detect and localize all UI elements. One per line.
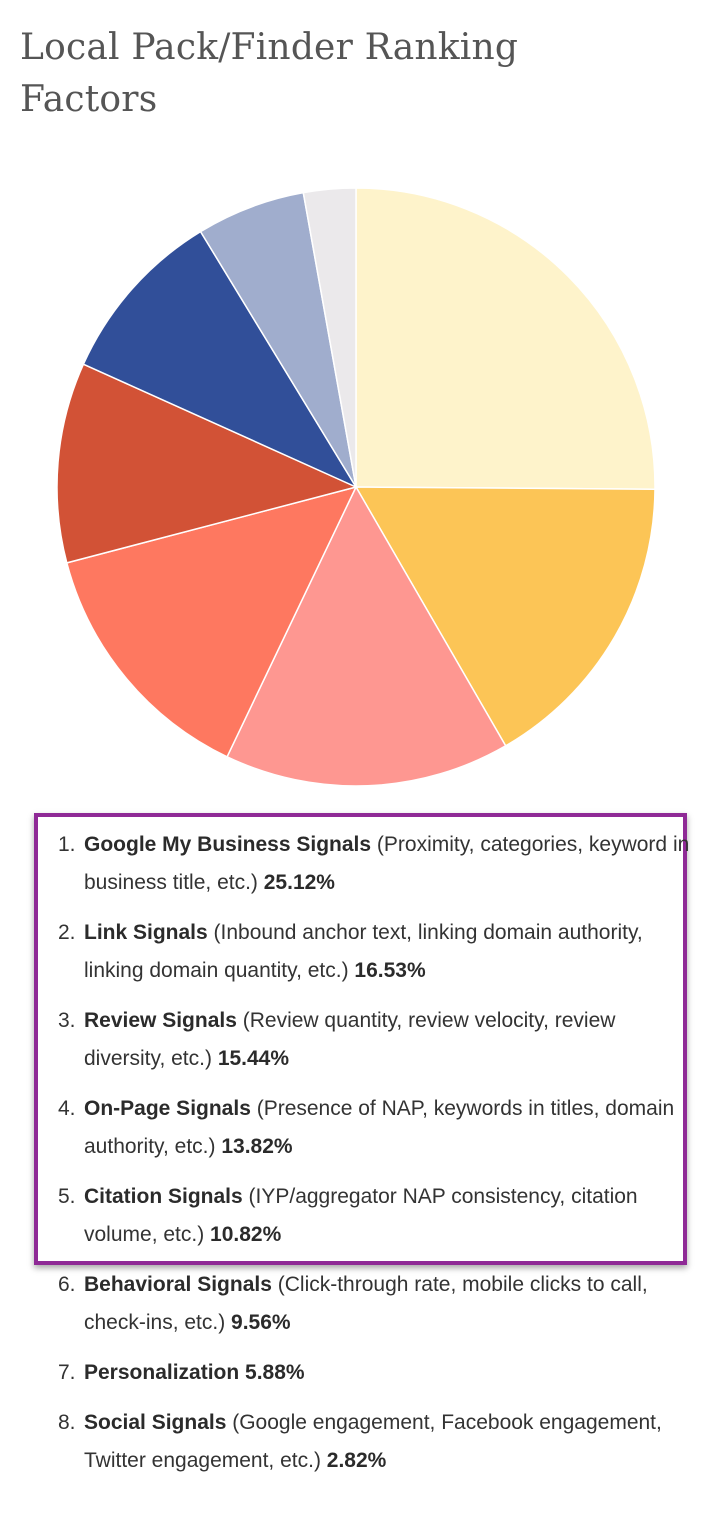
highlight-box: [34, 813, 687, 1265]
factor-description: (Inbound anchor text, linking domain aut…: [84, 921, 643, 982]
page-title: Local Pack/Finder Ranking Factors: [20, 27, 519, 120]
factor-percent: 2.82%: [326, 1449, 387, 1472]
factor-percent: 5.88%: [245, 1361, 305, 1384]
factor-description: (Google engagement, Facebook engagement,…: [84, 1411, 662, 1472]
factor-name: Citation Signals: [84, 1185, 243, 1208]
factor-number: 3.: [58, 1009, 76, 1032]
factor-description: (Proximity, categories, keyword in busin…: [84, 833, 690, 894]
factor-name: Social Signals: [84, 1411, 227, 1434]
pie-slice-1: [355, 187, 656, 491]
factor-name: Review Signals: [84, 1009, 237, 1032]
factor-name: Link Signals: [84, 921, 208, 944]
pie-slice-2: [355, 486, 656, 747]
pie-slice-6: [82, 230, 357, 488]
factor-name: On-Page Signals: [84, 1097, 251, 1120]
factor-item-6: 6. Behavioral Signals (Click-through rate…: [58, 1266, 698, 1342]
factor-name: Behavioral Signals: [84, 1273, 272, 1296]
factor-number: 2.: [58, 921, 76, 944]
factor-item-1: 1. Google My Business Signals (Proximity,…: [58, 826, 698, 902]
factor-item-4: 4. On-Page Signals (Presence of NAP, keyw…: [58, 1090, 698, 1166]
factor-number: 8.: [58, 1411, 76, 1434]
factor-percent: 25.12%: [263, 871, 335, 894]
factor-description: (Review quantity, review velocity, revie…: [84, 1009, 616, 1070]
factor-number: 6.: [58, 1273, 76, 1296]
pie-slice-8: [302, 187, 357, 488]
pie-slice-5: [56, 363, 357, 564]
factor-list: 1. Google My Business Signals (Proximity,…: [58, 826, 698, 1492]
factor-item-7: 7. Personalization 5.88%: [58, 1354, 698, 1392]
factor-percent: 15.44%: [217, 1047, 290, 1070]
factor-number: 7.: [58, 1361, 76, 1384]
factor-item-5: 5. Citation Signals (IYP/aggregator NAP c…: [58, 1178, 698, 1254]
factor-item-2: 2. Link Signals (Inbound anchor text, lin…: [58, 914, 698, 990]
pie-slice-3: [226, 486, 507, 787]
pie-chart-svg: [56, 187, 656, 787]
factor-name: Personalization: [84, 1361, 240, 1384]
factor-item-3: 3. Review Signals (Review quantity, revie…: [58, 1002, 698, 1078]
factor-description: (Click-through rate, mobile clicks to ca…: [84, 1273, 648, 1334]
pie-slice-4: [66, 486, 357, 758]
factor-percent: 16.53%: [354, 959, 426, 982]
factor-number: 4.: [58, 1097, 76, 1120]
pie-chart: [56, 187, 656, 787]
factor-description: (IYP/aggregator NAP consistency, citatio…: [84, 1185, 638, 1246]
factor-number: 5.: [58, 1185, 76, 1208]
factor-number: 1.: [58, 833, 76, 856]
factor-item-8: 8. Social Signals (Google engagement, Fac…: [58, 1404, 698, 1480]
factor-percent: 9.56%: [231, 1311, 291, 1334]
factor-percent: 10.82%: [210, 1223, 282, 1246]
factor-name: Google My Business Signals: [84, 833, 372, 856]
factor-percent: 13.82%: [221, 1135, 293, 1158]
factor-description: (Presence of NAP, keywords in titles, do…: [84, 1097, 675, 1158]
